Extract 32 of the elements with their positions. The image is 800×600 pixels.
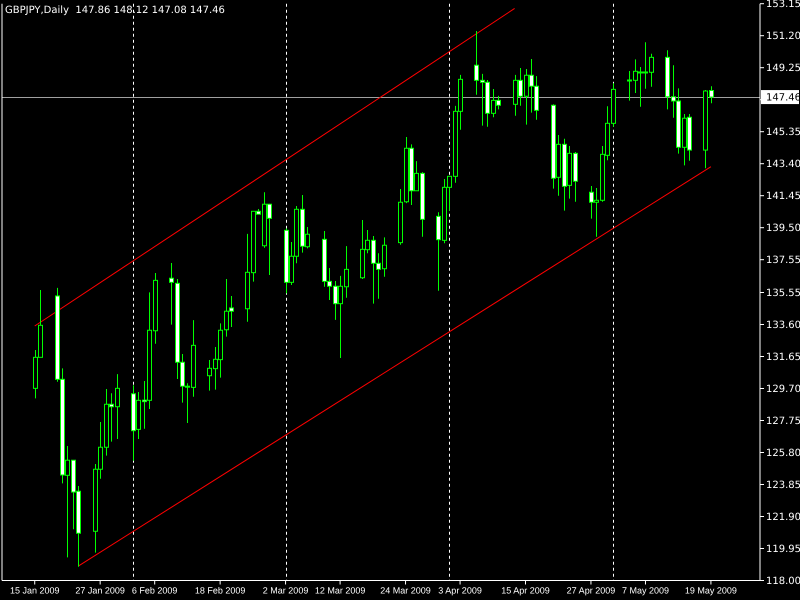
- y-tick-label: 121.90: [766, 512, 800, 523]
- y-tick-label: 149.25: [766, 63, 800, 74]
- x-tick-label: 19 May 2009: [684, 586, 737, 596]
- chart-title: GBPJPY,Daily 147.86 148.12 147.08 147.46: [5, 5, 225, 16]
- y-tick-label: 133.60: [766, 320, 800, 332]
- x-tick-label: 15 Jan 2009: [10, 586, 60, 596]
- y-tick-label: 131.65: [766, 352, 800, 364]
- x-tick-label: 18 Feb 2009: [194, 586, 246, 596]
- y-tick-label: 125.80: [766, 448, 800, 460]
- y-tick-label: 143.40: [766, 159, 800, 170]
- x-tick-label: 27 Jan 2009: [75, 586, 125, 596]
- candlestick: [169, 262, 174, 326]
- y-tick-label: 141.45: [766, 191, 800, 202]
- y-tick-label: 151.20: [766, 31, 800, 42]
- y-tick-label: 139.50: [766, 223, 800, 234]
- y-tick-label: 127.75: [766, 416, 800, 428]
- x-tick-label: 15 Apr 2009: [501, 586, 550, 596]
- y-tick-label: 118.00: [766, 576, 800, 587]
- y-tick-label: 123.85: [766, 480, 800, 492]
- x-tick-label: 12 Mar 2009: [314, 586, 366, 596]
- x-tick-label: 2 Mar 2009: [262, 586, 308, 596]
- x-tick-label: 27 Apr 2009: [566, 586, 616, 596]
- y-tick-label: 135.55: [766, 288, 800, 300]
- x-tick-label: 3 Apr 2009: [438, 586, 482, 596]
- x-tick-label: 6 Feb 2009: [132, 586, 178, 596]
- x-tick-label: 7 May 2009: [622, 586, 669, 596]
- y-tick-label: 137.55: [766, 255, 800, 266]
- x-tick-label: 24 Mar 2009: [380, 586, 431, 596]
- y-tick-label: 129.70: [766, 384, 800, 396]
- y-tick-label: 119.95: [766, 544, 800, 555]
- y-tick-label: 153.15: [766, 0, 800, 10]
- y-tick-label: 145.35: [766, 127, 800, 138]
